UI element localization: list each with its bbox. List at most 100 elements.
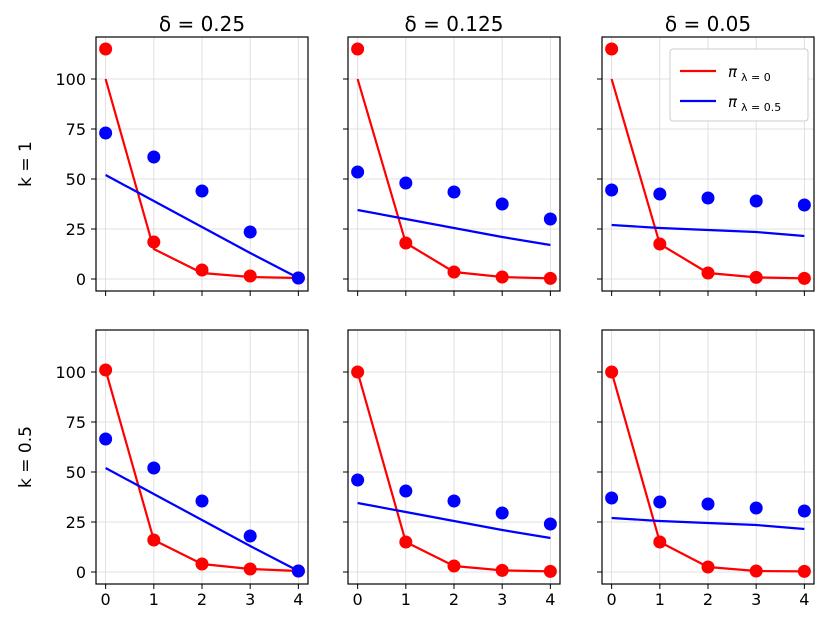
panel-3-series-2-point-3 [749,194,763,208]
panel-2-series-2-point-2 [447,185,461,199]
legend-label-2: π [728,93,738,111]
panel-2-series-2-point-0 [351,165,365,179]
panel-4-y-tick-label-1: 25 [66,513,86,532]
panel-2-series-2-point-3 [495,197,509,211]
panel-5-series-2-point-0 [351,473,365,487]
panel-1-series-2-line [105,174,299,279]
panel-3-frame [601,36,815,292]
panel-1-series-1-point-3 [243,269,257,283]
panel-4-series-2-line [105,467,299,572]
panel-5-x-tick-label-4: 4 [545,590,555,609]
panel-1-series-2-point-1 [147,150,161,164]
panel-6-series-2-point-3 [749,501,763,515]
panel-2-series-1-point-0 [351,42,365,56]
panel-4-y-tick-label-0: 0 [76,563,86,582]
panel-4-y-tick-label-2: 50 [66,463,86,482]
legend-subscript-2: λ = 0.5 [741,101,781,114]
panel-1-y-tick-label-1: 25 [66,220,86,239]
panel-5-x-tick-label-0: 0 [353,590,363,609]
panel-3-series-1-point-3 [749,270,763,284]
panel-1-y-tick-label-4: 100 [55,70,86,89]
panel-5-x-tick-label-2: 2 [449,590,459,609]
panel-3-series-1-point-1 [653,237,667,251]
panel-3-series-1-point-4 [797,271,811,285]
panel-4-frame [95,329,309,585]
panel-5-series-1-point-1 [399,535,413,549]
panel-5-series-1-point-4 [543,564,557,578]
panel-4-x-tick-label-0: 0 [101,590,111,609]
panel-6-x-tick-label-1: 1 [655,590,665,609]
panel-5-series-1-point-3 [495,563,509,577]
title-delta-1: δ = 0.25 [159,12,245,36]
panel-4-series-2-point-1 [147,461,161,475]
panel-4-x-tick-label-1: 1 [149,590,159,609]
panel-6-x-tick-label-0: 0 [607,590,617,609]
title-delta-2: δ = 0.125 [405,12,504,36]
panel-3-series-2-point-0 [605,183,619,197]
panel-6-series-1-point-1 [653,535,667,549]
legend-subscript-1: λ = 0 [741,71,771,84]
panel-2-series-1-point-1 [399,236,413,250]
panel-1-series-2-point-0 [99,126,113,140]
panel-1-series-2-point-4 [291,271,305,285]
row-label-k-1: k = 1 [16,141,36,187]
panel-2-series-1-point-3 [495,270,509,284]
panel-4-series-2-point-3 [243,529,257,543]
legend-label-1: π [728,63,738,81]
panel-4-series-2-point-2 [195,494,209,508]
panel-6-x-tick-label-3: 3 [751,590,761,609]
row-label-k-2: k = 0.5 [16,426,36,488]
panel-5-series-2-line [357,501,551,540]
panel-2-series-1-point-4 [543,271,557,285]
panel-6-series-2-point-0 [605,491,619,505]
panel-4-series-2-point-0 [99,432,113,446]
panel-1-series-1-point-1 [147,235,161,249]
panel-6-x-tick-label-4: 4 [799,590,809,609]
panel-5-series-1-point-2 [447,559,461,573]
panel-2-frame [347,36,561,292]
panel-6-frame [601,329,815,585]
panel-3-series-2-point-1 [653,187,667,201]
panel-5-series-2-point-4 [543,517,557,531]
panel-1-y-tick-label-3: 75 [66,120,86,139]
panel-4-series-1-point-2 [195,557,209,571]
panel-4-series-1-point-1 [147,533,161,547]
panel-6-series-1-point-3 [749,564,763,578]
panel-4-y-tick-label-3: 75 [66,413,86,432]
panel-6-series-1-point-2 [701,560,715,574]
panel-1-series-1-point-0 [99,42,113,56]
panel-1-y-tick-label-0: 0 [76,270,86,289]
panel-4-series-2-point-4 [291,564,305,578]
panel-6-series-2-point-2 [701,497,715,511]
panel-2-series-2-point-4 [543,212,557,226]
panel-4-x-tick-label-2: 2 [197,590,207,609]
panel-1-series-2-point-2 [195,184,209,198]
panel-6-series-1-point-4 [797,564,811,578]
legend-box [669,48,809,122]
panel-6-series-2-point-4 [797,504,811,518]
panel-3-series-1-point-2 [701,266,715,280]
panel-3-series-2-point-4 [797,198,811,212]
panel-2-series-1-point-2 [447,265,461,279]
panel-4-series-1-point-0 [99,363,113,377]
panel-1-series-1-point-2 [195,263,209,277]
panel-3-series-2-point-2 [701,191,715,205]
panel-5-series-1-point-0 [351,365,365,379]
panel-1-frame [95,36,309,292]
panel-3-series-1-point-0 [605,42,619,56]
panel-6-x-tick-label-2: 2 [703,590,713,609]
panel-4-series-1-point-3 [243,562,257,576]
panel-4-x-tick-label-3: 3 [245,590,255,609]
panel-6-series-2-line [611,516,805,531]
panel-5-series-2-point-3 [495,506,509,520]
panel-5-x-tick-label-3: 3 [497,590,507,609]
panel-1-y-tick-label-2: 50 [66,170,86,189]
panel-2-series-2-point-1 [399,176,413,190]
panel-6-series-2-point-1 [653,495,667,509]
panel-4-x-tick-label-4: 4 [293,590,303,609]
title-delta-3: δ = 0.05 [665,12,751,36]
panel-2-series-2-line [357,208,551,247]
panel-5-series-2-point-2 [447,494,461,508]
